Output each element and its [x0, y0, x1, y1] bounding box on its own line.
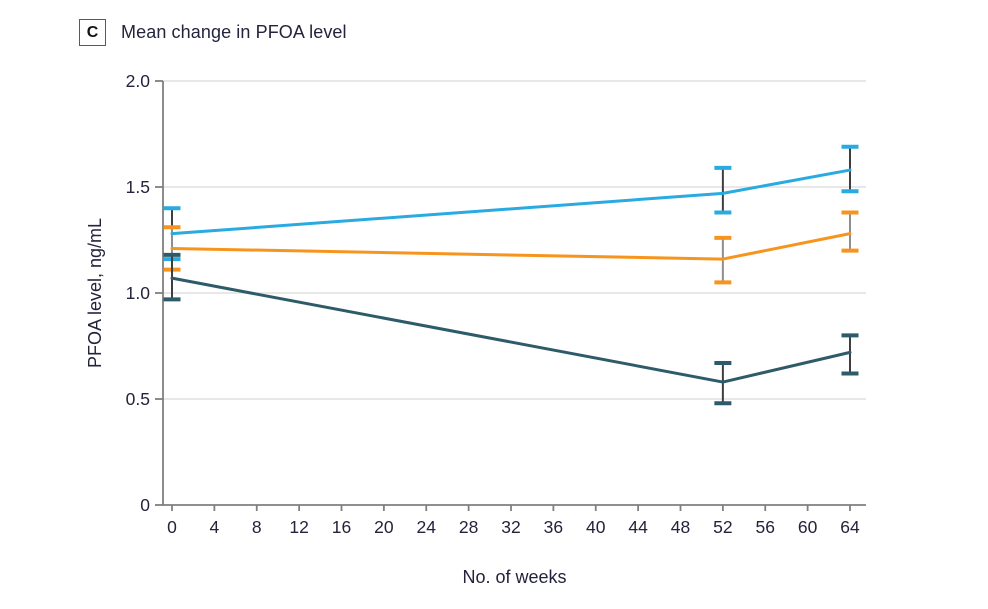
x-axis-label: No. of weeks	[462, 567, 566, 587]
y-tick-label: 0.5	[126, 389, 150, 409]
series-line-dark-teal	[170, 276, 852, 384]
x-tick-label: 28	[459, 517, 478, 537]
x-tick-label: 64	[840, 517, 860, 537]
x-tick-label: 8	[252, 517, 262, 537]
y-axis-label: PFOA level, ng/mL	[85, 218, 105, 368]
y-tick-label: 2.0	[126, 71, 151, 91]
x-tick-label: 4	[210, 517, 220, 537]
x-tick-label: 32	[501, 517, 520, 537]
y-tick-label: 1.0	[126, 283, 151, 303]
y-tick-label: 0	[140, 495, 150, 515]
x-tick-label: 52	[713, 517, 732, 537]
x-tick-label: 44	[628, 517, 648, 537]
panel-header: C Mean change in PFOA level	[79, 19, 347, 46]
x-tick-label: 40	[586, 517, 606, 537]
series-line-blue	[170, 168, 852, 236]
x-tick-label: 0	[167, 517, 177, 537]
x-tick-label: 36	[544, 517, 563, 537]
x-tick-label: 24	[417, 517, 437, 537]
series-line-orange	[170, 232, 852, 261]
x-tick-label: 12	[289, 517, 308, 537]
y-tick-label: 1.5	[126, 177, 150, 197]
panel-title: Mean change in PFOA level	[121, 22, 347, 42]
panel-key-badge: C	[79, 19, 106, 46]
x-tick-label: 20	[374, 517, 394, 537]
x-tick-label: 60	[798, 517, 818, 537]
x-tick-label: 48	[671, 517, 690, 537]
x-tick-label: 16	[332, 517, 351, 537]
x-tick-label: 56	[756, 517, 775, 537]
